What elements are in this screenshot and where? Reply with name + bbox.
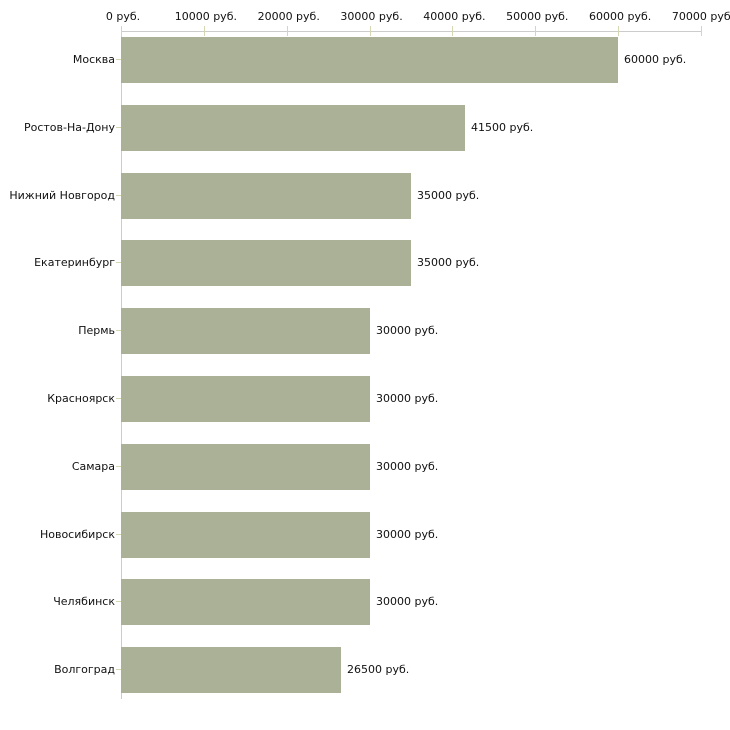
category-tick: [116, 669, 121, 670]
x-axis-tick: [618, 26, 620, 36]
category-tick: [116, 466, 121, 467]
category-tick: [116, 195, 121, 196]
bar-row: Нижний Новгород 35000 руб.: [0, 173, 730, 219]
y-axis-line: [121, 31, 122, 699]
bar-row: Красноярск 30000 руб.: [0, 376, 730, 422]
bar: [121, 512, 370, 558]
x-axis-tick-label: 50000 руб.: [506, 10, 569, 23]
category-tick: [116, 601, 121, 602]
category-tick: [116, 534, 121, 535]
bar: [121, 240, 411, 286]
value-label: 30000 руб.: [376, 392, 439, 405]
x-axis-tick-label: 30000 руб.: [340, 10, 403, 23]
bar: [121, 37, 618, 83]
category-label: Волгоград: [54, 663, 115, 676]
value-label: 30000 руб.: [376, 324, 439, 337]
bar-row: Екатеринбург 35000 руб.: [0, 240, 730, 286]
category-tick: [116, 262, 121, 263]
category-tick: [116, 127, 121, 128]
category-label: Самара: [71, 460, 115, 473]
category-tick: [116, 59, 121, 60]
bar: [121, 444, 370, 490]
value-label: 30000 руб.: [376, 460, 439, 473]
bar-row: Пермь 30000 руб.: [0, 308, 730, 354]
x-axis-tick: [452, 26, 454, 36]
bar: [121, 579, 370, 625]
value-label: 41500 руб.: [471, 121, 534, 134]
x-axis-tick-label: 70000 руб.: [671, 10, 730, 23]
value-label: 35000 руб.: [417, 189, 480, 202]
bar: [121, 173, 411, 219]
x-axis-tick: [535, 26, 537, 36]
category-label: Новосибирск: [39, 528, 115, 541]
category-label: Москва: [72, 53, 115, 66]
value-label: 35000 руб.: [417, 256, 480, 269]
bar: [121, 376, 370, 422]
x-axis-tick-label: 60000 руб.: [589, 10, 652, 23]
bar-row: Ростов-На-Дону 41500 руб.: [0, 105, 730, 151]
bar-row: Новосибирск 30000 руб.: [0, 512, 730, 558]
value-label: 60000 руб.: [624, 53, 687, 66]
x-axis-line: [121, 31, 701, 32]
bar-row: Москва 60000 руб.: [0, 37, 730, 83]
category-label: Нижний Новгород: [9, 189, 115, 202]
bar-row: Волгоград 26500 руб.: [0, 647, 730, 693]
x-axis-tick-label: 10000 руб.: [174, 10, 237, 23]
value-label: 26500 руб.: [347, 663, 410, 676]
category-label: Екатеринбург: [34, 256, 115, 269]
bar: [121, 647, 341, 693]
category-label: Ростов-На-Дону: [23, 121, 115, 134]
value-label: 30000 руб.: [376, 528, 439, 541]
value-label: 30000 руб.: [376, 595, 439, 608]
bar-row: Самара 30000 руб.: [0, 444, 730, 490]
category-tick: [116, 398, 121, 399]
category-label: Челябинск: [53, 595, 115, 608]
x-axis-tick: [369, 26, 371, 36]
x-axis-tick-label: 40000 руб.: [423, 10, 486, 23]
category-label: Красноярск: [47, 392, 115, 405]
bar-row: Челябинск 30000 руб.: [0, 579, 730, 625]
x-axis-tick-label: 20000 руб.: [257, 10, 320, 23]
bar: [121, 105, 465, 151]
category-tick: [116, 330, 121, 331]
x-axis-tick: [121, 26, 122, 36]
x-axis-tick: [701, 26, 702, 36]
x-axis-tick: [286, 26, 288, 36]
x-axis-tick-label: 0 руб.: [105, 10, 141, 23]
category-label: Пермь: [78, 324, 115, 337]
x-axis-tick: [203, 26, 205, 36]
bar: [121, 308, 370, 354]
